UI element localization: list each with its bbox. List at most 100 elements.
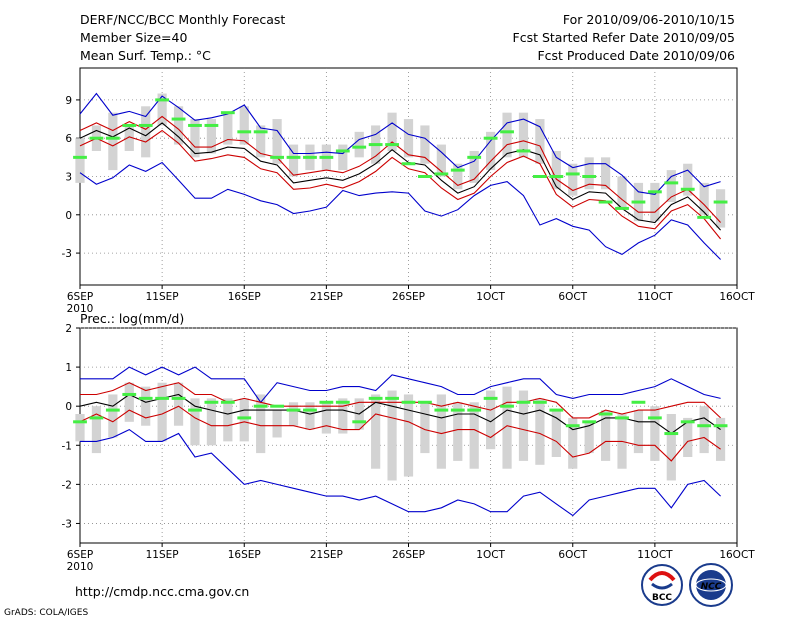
ensemble-box [601, 410, 611, 461]
ensemble-box [551, 410, 561, 457]
bcc-logo-text: BCC [652, 593, 672, 603]
median-marker [582, 420, 597, 424]
median-marker [664, 181, 679, 185]
median-marker [434, 408, 449, 412]
ensemble-box [683, 163, 693, 196]
median-marker [565, 424, 580, 428]
series-line-lower [79, 405, 721, 462]
ensemble-box [601, 157, 611, 190]
x-tick-label: 11SEP [146, 291, 179, 303]
median-marker [204, 123, 219, 127]
ensemble-box [338, 144, 348, 171]
x-tick-label: 1OCT [476, 549, 505, 561]
median-marker [286, 408, 301, 412]
ensemble-box [190, 398, 200, 446]
ensemble-box [715, 417, 726, 461]
ensemble-box [436, 394, 446, 469]
x-tick-label: 11OCT [637, 291, 673, 303]
median-marker [697, 424, 712, 428]
y-tick-label: -3 [62, 518, 72, 530]
median-marker [171, 117, 186, 121]
ensemble-box [387, 390, 397, 481]
median-marker [664, 432, 679, 436]
median-marker [352, 420, 367, 424]
ensemble-box [502, 386, 512, 469]
series-line-max [80, 366, 721, 404]
series-line-upper [80, 382, 721, 419]
median-marker [450, 408, 465, 412]
ensemble-box [239, 106, 249, 145]
series-line-min [80, 428, 721, 517]
ensemble-box [206, 119, 216, 154]
median-marker [188, 408, 202, 412]
series-line-min [79, 161, 721, 260]
ensemble-box [403, 394, 414, 477]
ensemble-box [568, 417, 578, 469]
x-tick-label: 21SEP [310, 549, 343, 561]
ensemble-box [699, 406, 709, 454]
x-tick-label: 6SEP [67, 291, 93, 303]
x-tick-label: 11OCT [637, 549, 673, 561]
median-marker [155, 98, 170, 102]
median-marker [352, 145, 367, 149]
ensemble-box [371, 394, 381, 469]
ensemble-box [288, 144, 299, 177]
forecast-period: For 2010/09/06-2010/10/15 [563, 12, 735, 27]
ensemble-box [469, 402, 479, 469]
median-marker [303, 408, 317, 412]
precip-label: Prec.: log(mm/d) [80, 311, 184, 326]
median-marker [188, 123, 202, 127]
series-line-mean [79, 393, 721, 435]
median-marker [73, 155, 87, 159]
x-year-label: 2010 [67, 561, 94, 573]
y-tick-label: 1 [65, 362, 72, 374]
chart-panel-2: 6SEP 11SEP 16SEP 21SEP 26SEP 1OCT 6OCT 11OCT 16O… [62, 323, 756, 573]
y-tick-label: -2 [62, 479, 72, 491]
median-marker [253, 130, 268, 134]
x-year-label: 2010 [67, 303, 94, 315]
median-marker [155, 396, 170, 400]
ensemble-box [338, 398, 348, 434]
median-marker [615, 416, 629, 420]
ensemble-box [568, 163, 578, 196]
ensemble-box [206, 398, 216, 446]
y-tick-label: 9 [65, 95, 72, 107]
ensemble-box [256, 394, 266, 454]
ensemble-box [157, 382, 167, 442]
median-marker [549, 408, 564, 412]
ensemble-box [518, 390, 529, 461]
ensemble-box [551, 150, 561, 190]
ensemble-box [157, 93, 167, 126]
ensemble-box [420, 125, 430, 164]
median-marker [385, 396, 399, 400]
ensemble-box [666, 414, 676, 481]
median-marker [697, 215, 712, 219]
y-tick-label: 2 [65, 323, 72, 335]
x-tick-label: 16SEP [228, 549, 261, 561]
median-marker [319, 155, 334, 159]
chart-title: DERF/NCC/BCC Monthly Forecast [80, 12, 285, 27]
median-marker [335, 149, 350, 153]
median-marker [270, 155, 284, 159]
x-tick-label: 26SEP [392, 291, 425, 303]
ensemble-box [223, 112, 233, 145]
series-line-lower [79, 129, 722, 240]
ensemble-box [124, 382, 134, 422]
bcc-logo-swirl [648, 571, 676, 582]
median-marker [368, 143, 383, 147]
source-url[interactable]: http://cmdp.ncc.cma.gov.cn [75, 584, 249, 599]
ensemble-box [420, 402, 430, 454]
chart-panel-1: 6SEP 11SEP 16SEP 21SEP 26SEP 1OCT 6OCT 11OCT 16O… [62, 67, 755, 315]
ensemble-box [91, 406, 102, 454]
median-marker [204, 400, 219, 404]
started-date: Fcst Started Refer Date 2010/09/05 [513, 30, 736, 45]
ensemble-box [256, 125, 266, 158]
median-marker [89, 136, 104, 140]
ensemble-box [288, 402, 299, 426]
median-marker [237, 416, 252, 420]
median-marker [270, 404, 284, 408]
median-marker [138, 123, 153, 127]
ensemble-box [141, 106, 151, 158]
y-tick-label: 6 [65, 133, 72, 145]
